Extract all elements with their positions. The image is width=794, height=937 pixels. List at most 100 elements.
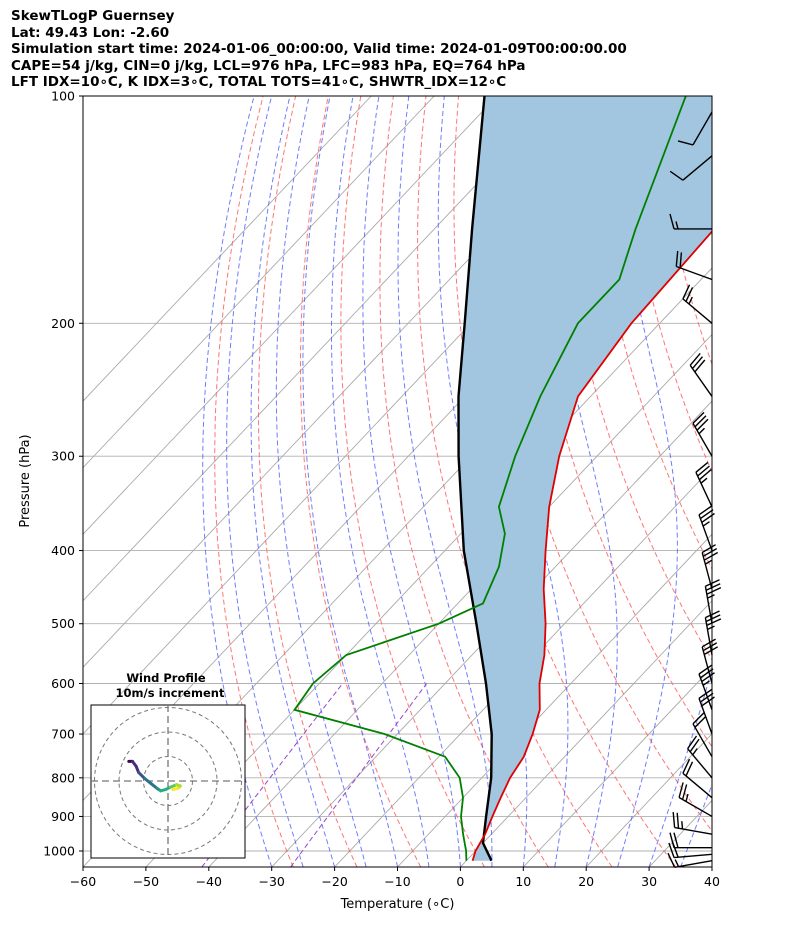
dry-adiabat — [300, 96, 422, 867]
dry-adiabat — [214, 96, 294, 867]
barb-flag — [705, 579, 720, 587]
x-tick-label: −40 — [196, 874, 222, 889]
barb-flag — [705, 583, 721, 591]
x-tick-label: 30 — [641, 874, 657, 889]
y-tick-label: 100 — [51, 89, 75, 104]
barb-flag — [677, 140, 694, 146]
barb-half-flag — [688, 296, 693, 305]
moist-adiabat — [648, 96, 712, 867]
location-line: Lat: 49.43 Lon: -2.60 — [11, 24, 170, 41]
barb-flag — [702, 547, 718, 557]
barb-staff — [676, 265, 713, 281]
barb-flag — [706, 618, 722, 627]
background-lines — [83, 96, 794, 867]
wind-barb — [668, 842, 713, 859]
wind-barb — [698, 688, 715, 735]
barb-flag — [698, 469, 712, 481]
barb-flag — [701, 544, 716, 554]
barb-flag — [685, 287, 694, 302]
barb-flag — [687, 735, 698, 750]
dewpoint-profile-line — [293, 96, 687, 861]
barb-half-flag — [702, 680, 710, 686]
barb-flag — [668, 842, 675, 858]
barb-flag — [698, 688, 713, 699]
cape-area — [458, 96, 712, 861]
barb-staff — [687, 748, 713, 779]
barb-staff — [698, 698, 713, 735]
barb-flag — [698, 505, 713, 516]
isotherm-line — [711, 866, 712, 867]
chart-header: SkewTLogP Guernsey Lat: 49.43 Lon: -2.60… — [11, 8, 627, 91]
barb-flag — [701, 638, 716, 648]
barb-staff — [682, 155, 713, 181]
mixing-ratio-line — [290, 683, 428, 867]
y-tick-label: 200 — [51, 316, 75, 331]
wind-barb — [667, 852, 713, 868]
mixing-ratio-line — [201, 683, 343, 867]
barb-staff — [692, 723, 713, 758]
barb-flag — [682, 758, 691, 774]
cape-layer — [458, 96, 712, 861]
barb-flag — [701, 696, 715, 707]
axes-layer: −60 −50 −40 −30 −20 −10 0 10 20 30 40 100 200 300 400 5… — [43, 89, 720, 890]
barb-half-flag — [707, 594, 715, 599]
wind-barb — [692, 712, 713, 758]
dry-adiabat — [752, 96, 794, 867]
barb-staff — [674, 826, 713, 835]
wind-barb — [669, 213, 713, 230]
barb-staff — [701, 552, 713, 590]
dry-adiabat — [340, 96, 485, 867]
x-tick-label: −60 — [70, 874, 96, 889]
dry-adiabat — [588, 96, 712, 570]
y-tick-label: 300 — [51, 449, 75, 464]
y-tick-label: 700 — [51, 727, 75, 742]
temperature-profile-line — [471, 230, 712, 861]
moist-adiabat — [711, 865, 712, 867]
x-tick-label: −50 — [133, 874, 159, 889]
wind-barb — [689, 352, 713, 397]
barb-flag — [699, 509, 714, 520]
barb-staff — [704, 617, 713, 656]
wind-barb — [677, 111, 713, 146]
barb-flag — [692, 411, 705, 424]
y-tick-label: 800 — [51, 770, 75, 785]
moist-adiabat — [540, 96, 618, 867]
wind-barb — [682, 284, 713, 324]
isotherm-line — [83, 96, 435, 469]
barb-staff — [678, 796, 713, 818]
barb-staff — [682, 772, 713, 799]
wind-barb — [692, 411, 713, 457]
hodograph-title: Wind Profile — [126, 671, 206, 685]
barb-staff — [674, 860, 713, 868]
barb-flag — [695, 461, 709, 473]
barb-flag — [682, 284, 691, 300]
wind-barb — [669, 832, 713, 849]
wind-barb — [687, 735, 713, 779]
y-tick-label: 1000 — [43, 844, 75, 859]
wind-barb — [669, 155, 713, 181]
x-tick-label: −10 — [384, 874, 410, 889]
x-tick-label: 40 — [704, 874, 720, 889]
isotherm-line — [83, 96, 372, 402]
barb-half-flag — [707, 625, 715, 631]
barb-half-flag — [681, 821, 684, 830]
dry-adiabat — [258, 96, 358, 867]
dry-adiabat — [379, 96, 549, 867]
hodograph-subtitle: 10m/s increment — [116, 686, 225, 700]
hodograph-plot — [91, 705, 245, 858]
barb-flag — [694, 715, 707, 728]
isotherm-line — [334, 466, 712, 867]
isotherm-line — [208, 333, 712, 867]
barb-staff — [698, 673, 713, 710]
barb-staff — [692, 111, 713, 146]
wind-barb — [672, 812, 713, 835]
barb-flag — [706, 586, 722, 595]
y-axis-label: Pressure (hPa) — [18, 434, 33, 527]
barb-flag — [669, 832, 675, 848]
moist-adiabat — [680, 783, 712, 867]
barb-flag — [699, 692, 714, 703]
wind-barb — [678, 782, 713, 818]
barb-flag — [694, 359, 706, 373]
cape-line: CAPE=54 j/kg, CIN=0 j/kg, LCL=976 hPa, L… — [11, 57, 526, 74]
isotherm-line — [83, 96, 498, 535]
